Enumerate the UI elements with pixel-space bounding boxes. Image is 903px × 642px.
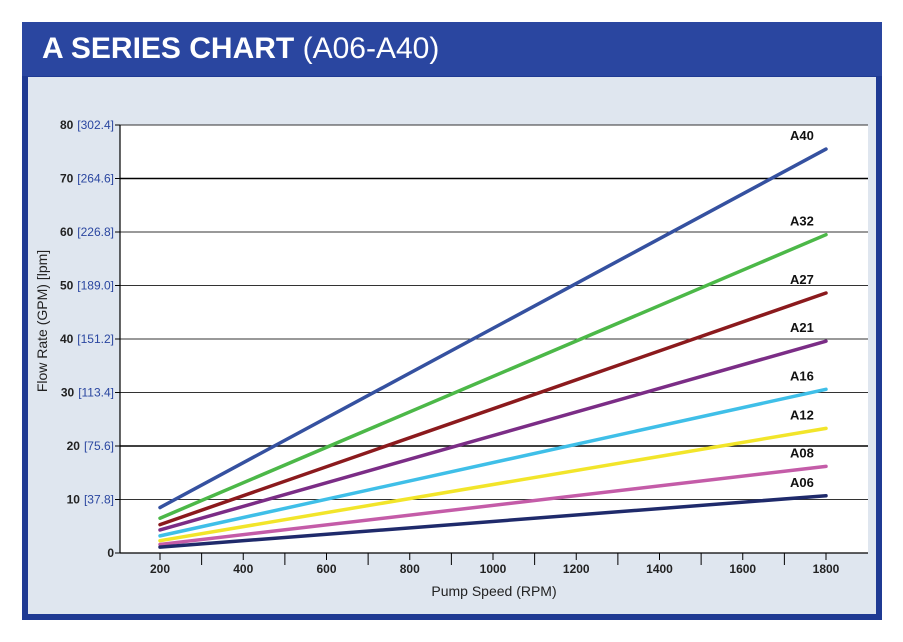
page-title: A SERIES CHART (A06-A40) [42,32,439,66]
series-line-a40 [158,147,828,510]
series-label-a06: A06 [790,475,814,490]
series-lines [158,147,828,549]
x-tick-label: 1800 [813,562,840,576]
series-line-a21 [158,339,828,532]
x-tick-label: 200 [150,562,170,576]
x-tick-label: 1000 [480,562,507,576]
series-label-a40: A40 [790,128,814,143]
series-line-a16 [158,387,828,538]
series-line-a27 [158,291,828,527]
y-tick-label: 10 [37.8] [67,493,114,507]
x-tick-label: 1400 [646,562,673,576]
title-sub: (A06-A40) [302,32,440,65]
header-bar: A SERIES CHART (A06-A40) [22,22,882,76]
grid-lines [120,124,868,500]
x-tick-label: 800 [400,562,420,576]
y-tick-label: 40 [151.2] [60,332,114,346]
axes [115,124,868,565]
y-tick-label: 70 [264.6] [60,172,114,186]
y-tick-label: 80 [302.4] [60,118,114,132]
x-tick-label: 1600 [729,562,756,576]
y-axis-label: Flow Rate (GPM) [lpm] [34,250,50,392]
series-line-a12 [158,426,828,543]
y-tick-label: 60 [226.8] [60,225,114,239]
x-tick-label: 400 [233,562,253,576]
series-line-a08 [158,464,828,547]
series-labels: A40 A32 A27 A21 A16 A12 A08 A06 [790,128,814,490]
series-label-a16: A16 [790,368,814,383]
x-tick-label: 1200 [563,562,590,576]
y-tick-label: 0 [107,546,114,560]
series-line-a32 [158,232,828,520]
series-label-a08: A08 [790,445,814,460]
series-label-a21: A21 [790,320,814,335]
y-tick-label: 50 [189.0] [60,279,114,293]
y-tick-label: 30 [113.4] [61,386,114,400]
series-label-a12: A12 [790,407,814,422]
y-tick-label: 20 [75.6] [67,439,114,453]
title-main: A SERIES CHART [42,32,295,65]
tick-labels: 200 400 600 800 1000 1200 1400 1600 1800 0 10 [37.8… [60,118,840,576]
series-label-a27: A27 [790,272,814,287]
series-label-a32: A32 [790,214,814,229]
series-line-a06 [158,494,828,549]
x-tick-label: 600 [316,562,336,576]
x-axis-label: Pump Speed (RPM) [431,583,556,599]
